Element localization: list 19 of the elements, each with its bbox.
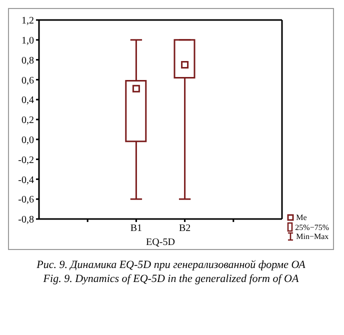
x-tick-label: B2 [178, 223, 191, 234]
y-tick-label: 0,6 [22, 75, 34, 86]
y-tick-label: -0,4 [18, 174, 34, 186]
y-tick-label: 0,4 [22, 95, 34, 106]
x-tick-label: B1 [130, 223, 142, 234]
y-tick-label: 0,0 [22, 134, 34, 146]
y-tick-label: -0,8 [18, 214, 34, 226]
text: 25%−75% [295, 222, 329, 232]
y-tick-label: 1,2 [22, 16, 34, 27]
text: Рис. 9. Динамика EQ-5D при генерализованной форме ОА [36, 258, 306, 272]
caption: Fig. 9. Dynamics of EQ-5D in the generalized form of OA [42, 272, 300, 286]
y-tick-label: -0,6 [18, 194, 34, 206]
text: Min−Max [296, 232, 329, 241]
y-tick-label: 0,8 [22, 55, 34, 66]
text: Me [296, 213, 307, 222]
y-tick-label: 1,0 [22, 35, 34, 46]
y-tick-label: -0,2 [18, 154, 34, 166]
y-tick-label: 0,2 [22, 115, 34, 126]
x-axis-title: EQ-5D [146, 237, 175, 248]
